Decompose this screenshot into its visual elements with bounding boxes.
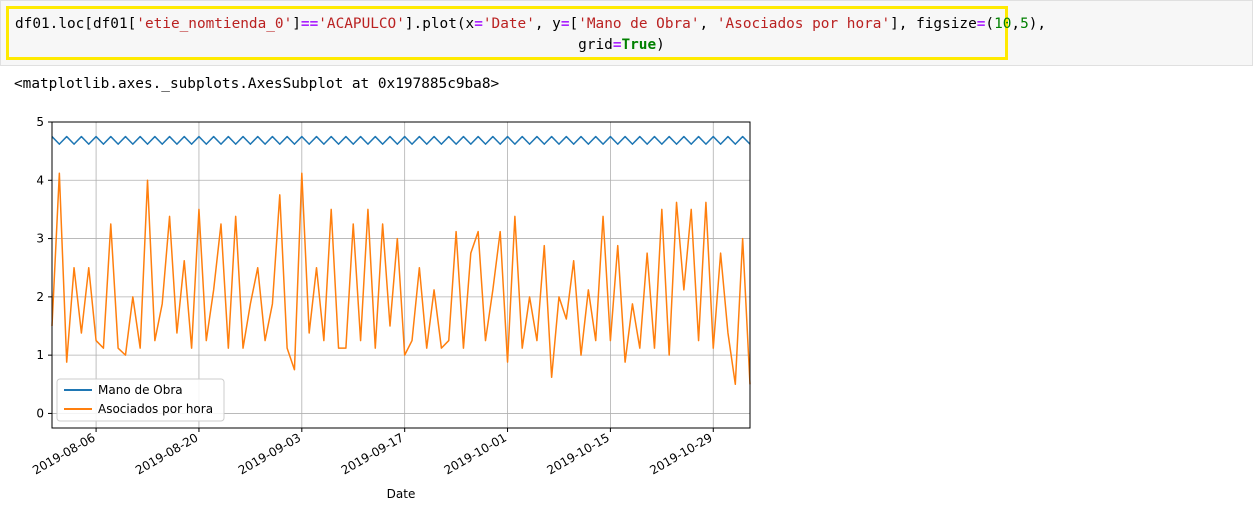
code-token: 5 [1020,16,1029,32]
code-token: ], figsize [890,16,977,32]
code-token: , y [534,16,561,32]
code-token: , [1011,16,1021,32]
code-token: = [474,16,483,32]
x-tick-label: 2019-09-03 [236,430,303,477]
code-token: , [699,16,717,32]
y-tick-label: 0 [36,406,44,420]
x-axis-title: Date [387,487,416,501]
code-token: 10 [994,16,1012,32]
code-token: ].plot(x [404,16,475,32]
code-token: = [612,37,622,53]
code-token: ] [292,16,301,32]
code-token: 'etie_nomtienda_0' [136,16,293,32]
x-tick-label: 2019-10-15 [544,430,611,477]
x-tick-label: 2019-10-29 [647,430,714,477]
output-repr: <matplotlib.axes._subplots.AxesSubplot a… [14,76,500,92]
y-tick-label: 5 [36,115,44,129]
series-line-asociados-por-hora [51,172,751,386]
code-token: df01.loc[df01[ [15,16,137,32]
y-tick-layer: 0 1 2 3 4 5 [36,115,52,420]
code-token: 'ACAPULCO' [318,16,405,32]
legend-label-asociados-por-hora: Asociados por hora [98,402,213,416]
legend-label-mano-de-obra: Mano de Obra [98,383,183,397]
code-token: 'Asociados por hora' [716,16,891,32]
y-tick-label: 1 [36,348,44,362]
code-token: [ [569,16,579,32]
code-token: 'Date' [482,16,535,32]
series-layer [51,135,751,386]
code-token: == [300,16,319,32]
series-line-mano-de-obra [51,135,751,145]
code-token: ) [656,37,665,53]
x-tick-label: 2019-10-01 [442,430,509,477]
y-tick-label: 2 [36,290,44,304]
x-tick-layer: 2019-08-06 2019-08-20 2019-09-03 2019-09-17… [30,428,715,477]
plot-frame [51,121,751,429]
y-tick-label: 4 [36,173,44,187]
x-tick-label: 2019-09-17 [339,430,406,477]
legend: Mano de Obra Asociados por hora [56,378,225,422]
code-token: 'Mano de Obra' [578,16,700,32]
x-tick-label: 2019-08-20 [133,430,200,477]
code-token: = [560,16,570,32]
code-cell[interactable]: df01.loc[df01['etie_nomtienda_0']=='ACAP… [0,0,1253,66]
legend-box [56,378,225,422]
code-token: grid [578,37,613,53]
code-token: ), [1028,16,1047,32]
code-editor[interactable]: df01.loc[df01['etie_nomtienda_0']=='ACAP… [15,14,1046,56]
code-token: = [976,16,986,32]
code-token: ( [985,16,995,32]
code-highlight-box [6,6,1008,60]
code-token: True [621,37,657,53]
y-tick-label: 3 [36,232,44,246]
x-tick-label: 2019-08-06 [30,430,97,477]
